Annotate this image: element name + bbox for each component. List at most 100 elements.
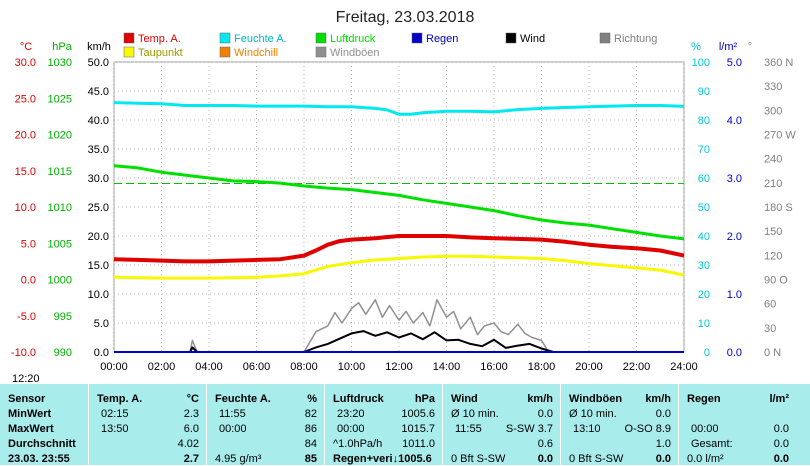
y-tick-label: 30.0 [15, 57, 36, 69]
y-tick-label: 10 [698, 318, 710, 330]
y-tick-label: 1025 [48, 93, 72, 105]
stats-value: 0.0 [655, 408, 671, 420]
legend-swatch [219, 46, 231, 58]
y-tick-label: 330 [764, 81, 782, 93]
legend-label: Windböen [330, 47, 380, 59]
y-tick-label: 10.0 [88, 289, 109, 301]
stats-value: 0.0 [773, 453, 789, 465]
legend-swatch [315, 46, 327, 58]
x-tick-label: 14:00 [433, 361, 461, 373]
y-tick-label: 4.0 [727, 115, 742, 127]
stats-label: Gesamt: [691, 438, 733, 450]
legend-swatch [411, 32, 423, 44]
legend-label: Feuchte A. [234, 33, 287, 45]
stats-row-label: Durchschnitt [8, 438, 76, 450]
y-tick-label: 20.0 [15, 130, 36, 142]
y-tick-label: 240 [764, 154, 782, 166]
y-tick-label: 1005 [48, 238, 72, 250]
stats-header-humidity: Feuchte A. [215, 393, 271, 405]
x-tick-label: 02:00 [148, 361, 176, 373]
stats-time: 00:00 [691, 423, 719, 435]
y-tick-label: 0.0 [94, 347, 109, 359]
legend-swatch [219, 32, 231, 44]
series-line-luftdruck [113, 164, 685, 241]
y-tick-label: 35.0 [88, 144, 109, 156]
stats-value: 85 [304, 453, 317, 465]
stats-row-label: 23.03. 23:55 [8, 453, 70, 465]
y-tick-label: 360 N [764, 57, 793, 69]
y-tick-label: 1020 [48, 130, 72, 142]
y-tick-label: 50.0 [88, 57, 109, 69]
y-tick-label: 995 [54, 311, 72, 323]
y-tick-label: 1.0 [727, 289, 742, 301]
stats-value: S-SW 3.7 [505, 423, 553, 435]
y-tick-label: 990 [54, 347, 72, 359]
stats-unit-temp: °C [186, 393, 199, 405]
legend-swatch [599, 32, 611, 44]
stats-value: 84 [304, 438, 317, 450]
y-tick-label: 25.0 [88, 202, 109, 214]
y-tick-label: 2.0 [727, 231, 742, 243]
x-tick-label: 24:00 [670, 361, 698, 373]
x-tick-label: 18:00 [528, 361, 556, 373]
legend-label: Luftdruck [330, 33, 376, 45]
x-tick-label: 04:00 [195, 361, 223, 373]
stats-note: 4.95 g/m³ [215, 453, 262, 465]
y-tick-label: 1030 [48, 57, 72, 69]
stats-time: 11:55 [455, 423, 482, 435]
x-tick-label: 06:00 [243, 361, 271, 373]
stats-note: 0 Bft S-SW [569, 453, 624, 465]
stats-label: Ø 10 min. [569, 408, 617, 420]
stats-time: 23:20 [337, 408, 365, 420]
x-tick-label: 00:00 [100, 361, 128, 373]
y-tick-label: 50 [698, 202, 710, 214]
x-tick-label: 20:00 [575, 361, 603, 373]
y-tick-label: 60 [764, 299, 776, 311]
y-tick-label: 30.0 [88, 173, 109, 185]
stats-value: 1015.7 [401, 423, 435, 435]
stats-col-temp: Temp. A. °C 02:15 2.3 13:50 6.0 4.02 2.7 [88, 384, 207, 465]
y-tick-label: 100 [692, 57, 710, 69]
y-axis-unit: hPa [52, 41, 72, 53]
stats-value: 2.3 [183, 408, 199, 420]
stats-value: 1011.0 [402, 438, 435, 450]
stats-header-gust: Windböen [569, 393, 623, 405]
stats-value: 0.0 [537, 408, 553, 420]
y-tick-label: 3.0 [727, 173, 742, 185]
y-tick-label: 40.0 [88, 115, 109, 127]
legend-swatch [123, 32, 135, 44]
legend-label: Wind [520, 33, 545, 45]
stats-time: 02:15 [101, 408, 129, 420]
series-line-temp-a- [113, 234, 685, 264]
legend-label: Taupunkt [138, 47, 183, 59]
y-tick-label: 70 [698, 144, 710, 156]
y-tick-label: 1010 [48, 202, 72, 214]
y-tick-label: -5.0 [17, 311, 36, 323]
stats-unit-rain: l/m² [769, 393, 789, 405]
stats-note: 0.0 l/m² [687, 453, 724, 465]
stats-label: Ø 10 min. [451, 408, 499, 420]
stats-col-humidity: Feuchte A. % 11:55 82 00:00 86 84 4.95 g… [206, 384, 325, 465]
stats-unit-humidity: % [307, 393, 317, 405]
y-tick-label: 1000 [48, 275, 72, 287]
y-tick-label: 40 [698, 231, 710, 243]
stats-value: 1005.6 [401, 408, 435, 420]
stats-header-sensor: Sensor [8, 393, 46, 405]
stats-value: O-SO 8.9 [624, 423, 671, 435]
stats-value: 0.0 [655, 453, 671, 465]
stats-value: 2.7 [183, 453, 199, 465]
y-tick-label: 10.0 [15, 202, 36, 214]
statistics-table: Sensor MinWert MaxWert Durchschnitt 23.0… [0, 384, 810, 465]
y-tick-label: 5.0 [94, 318, 109, 330]
stats-value: 86 [304, 423, 317, 435]
y-tick-label: 90 [698, 86, 710, 98]
y-tick-label: 20.0 [88, 231, 109, 243]
y-tick-label: 0.0 [727, 347, 742, 359]
y-tick-label: 0 N [764, 347, 781, 359]
current-time-label: 12:20 [12, 373, 40, 384]
y-tick-label: 25.0 [15, 93, 36, 105]
y-tick-label: 270 W [764, 130, 796, 142]
y-tick-label: 120 [764, 250, 782, 262]
y-tick-label: 30 [764, 323, 776, 335]
series-line-feuchte-a- [113, 101, 685, 116]
